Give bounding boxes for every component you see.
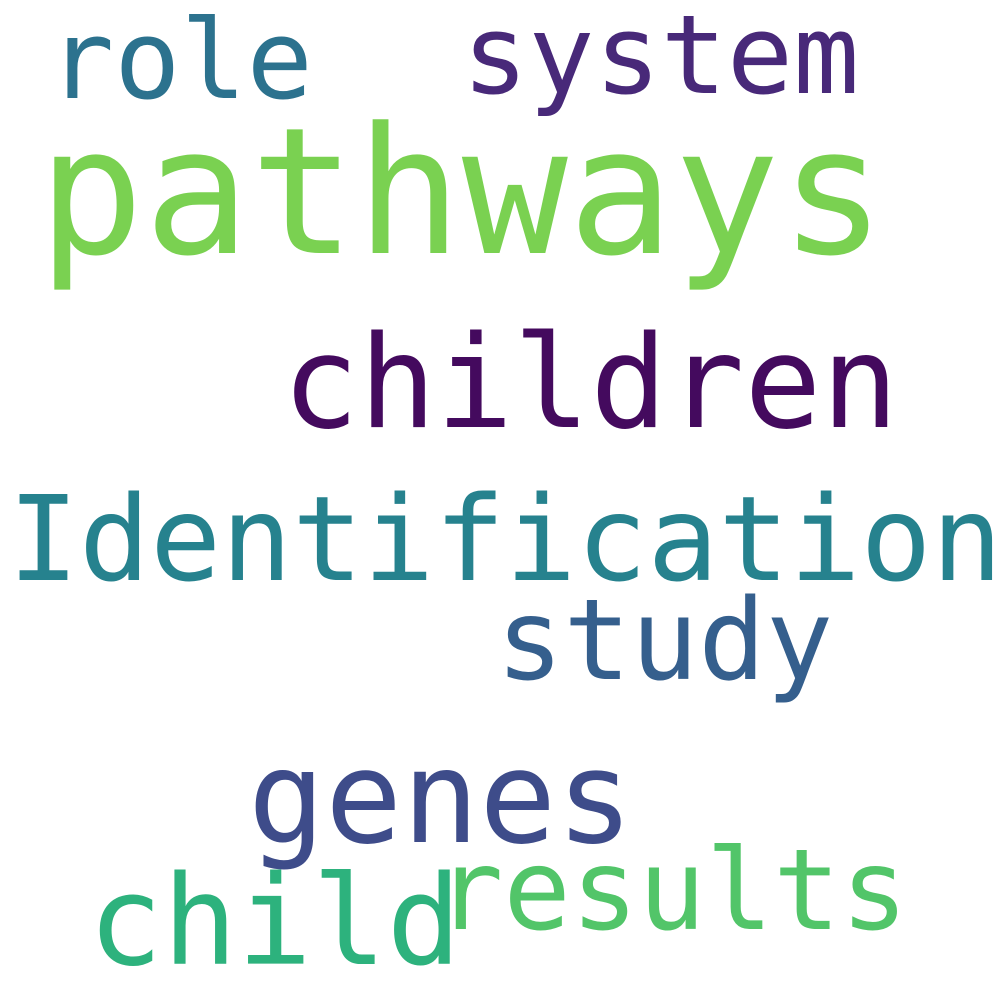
word-role: role — [48, 0, 313, 124]
word-child: child — [88, 850, 462, 994]
word-study: study — [496, 576, 834, 706]
word-genes: genes — [248, 724, 634, 873]
word-results: results — [436, 826, 909, 956]
word-system: system — [462, 0, 860, 119]
word-identification: Identification — [8, 470, 1000, 608]
word-children: children — [282, 309, 899, 458]
word-pathways: pathways — [38, 90, 886, 295]
